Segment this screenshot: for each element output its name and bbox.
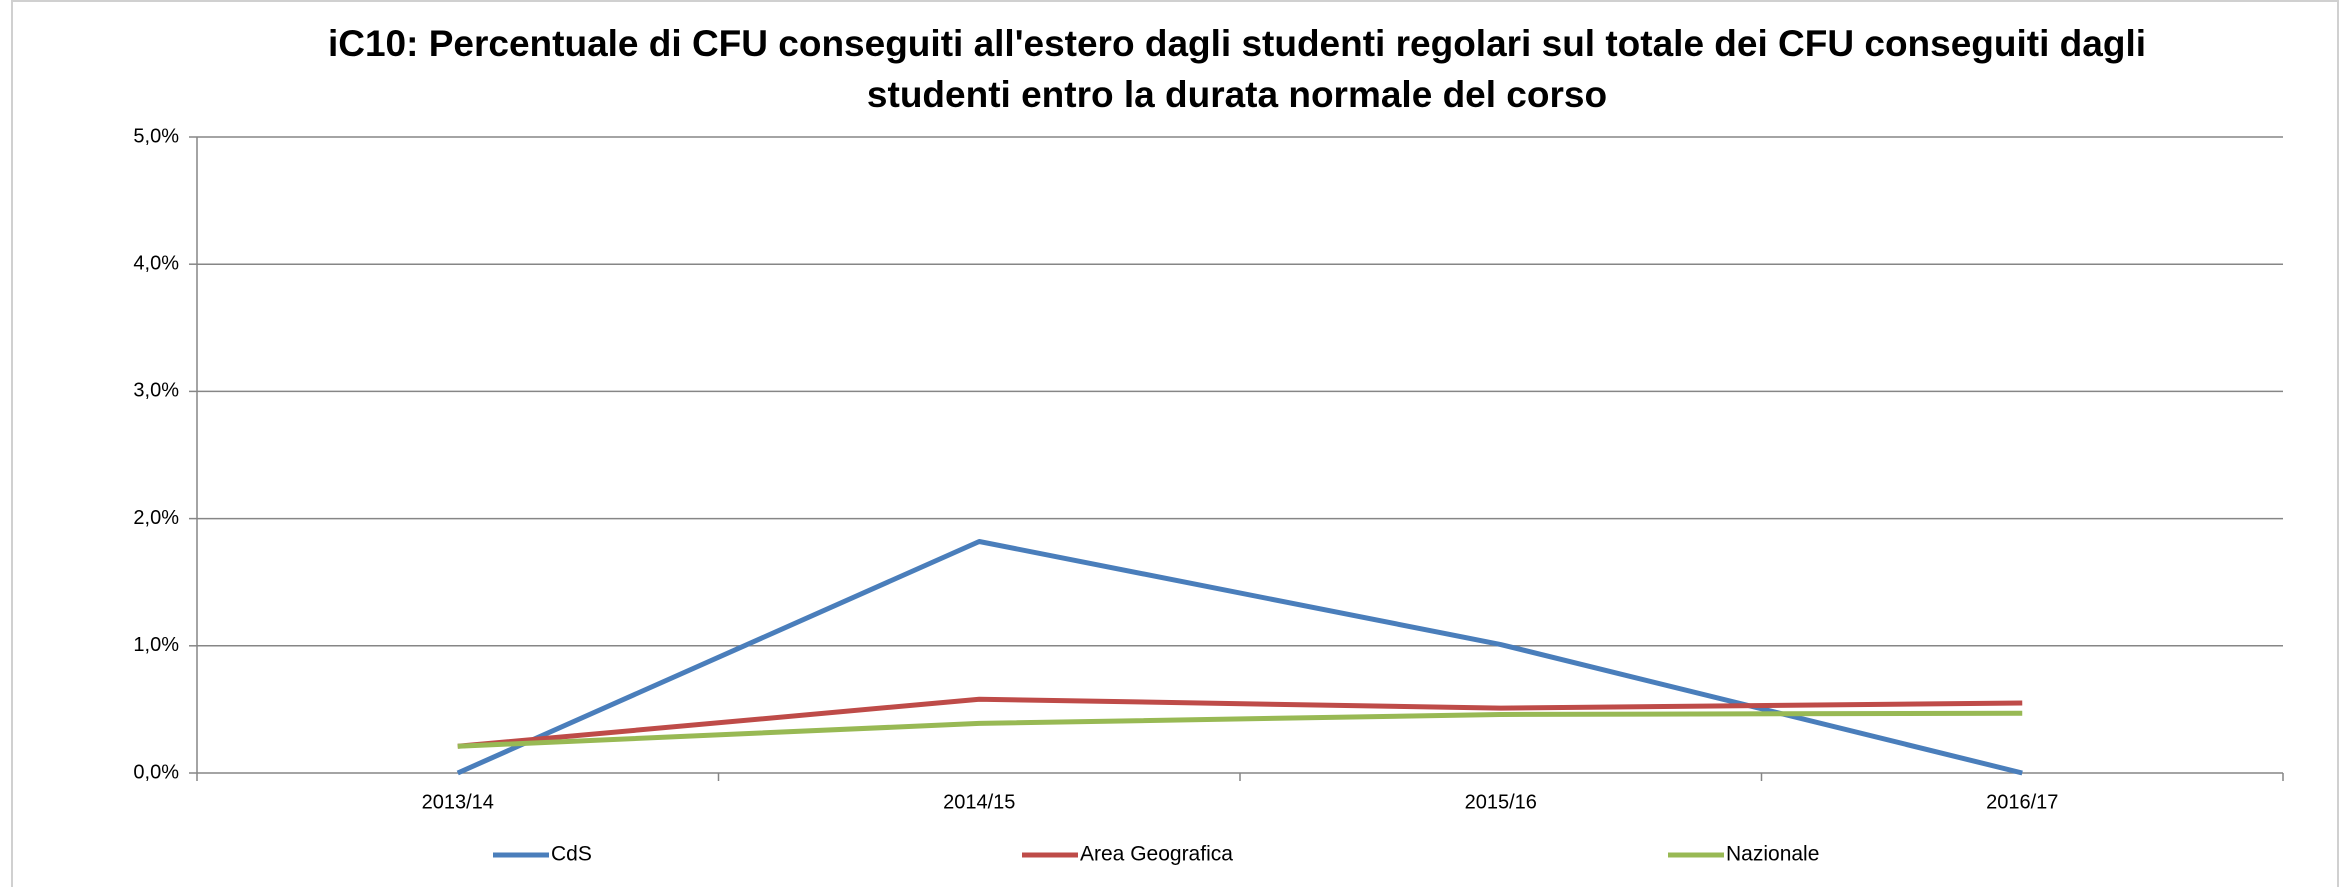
x-tick-label: 2014/15 <box>943 791 1015 813</box>
y-tick-label: 4,0% <box>133 252 179 274</box>
y-tick-label: 1,0% <box>133 634 179 656</box>
line-series <box>457 696 2023 749</box>
x-tick-label: 2015/16 <box>1465 791 1537 813</box>
line-series <box>456 538 2023 776</box>
y-tick-label: 5,0% <box>133 125 179 147</box>
y-tick-label: 2,0% <box>133 507 179 529</box>
line-series <box>457 710 2023 749</box>
y-tick-label: 3,0% <box>133 380 179 402</box>
legend-label: CdS <box>551 843 592 866</box>
legend-label: Nazionale <box>1726 843 1819 866</box>
legend-label: Area Geografica <box>1080 843 1233 866</box>
chart-border <box>11 0 2339 887</box>
chart-title: studenti entro la durata normale del cor… <box>867 74 1607 115</box>
y-tick-label: 0,0% <box>133 761 179 783</box>
x-tick-label: 2013/14 <box>422 791 494 813</box>
chart-title: iC10: Percentuale di CFU conseguiti all'… <box>328 23 2146 64</box>
x-tick-label: 2016/17 <box>1986 791 2058 813</box>
